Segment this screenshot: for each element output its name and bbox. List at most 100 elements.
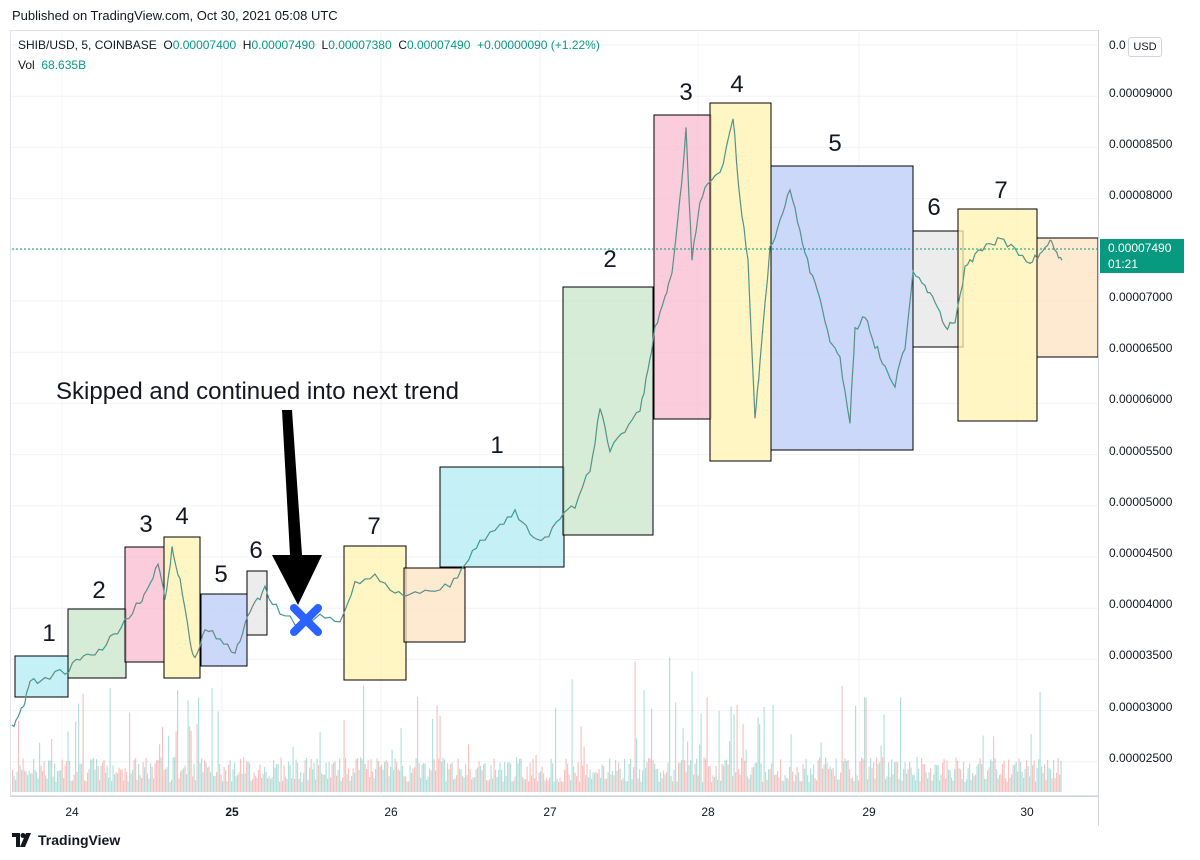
volume-bar: [921, 758, 923, 792]
volume-bar: [1050, 769, 1052, 792]
volume-bar: [891, 759, 893, 792]
volume-bar: [499, 762, 501, 792]
time-axis[interactable]: 24 25 26 27 28 29 30: [10, 796, 1098, 827]
volume-bar: [102, 762, 104, 792]
volume-bar: [240, 758, 242, 792]
chart-pane[interactable]: [10, 30, 1098, 796]
volume-bar: [997, 778, 999, 792]
volume-bar: [711, 781, 713, 792]
volume-bar: [883, 714, 885, 792]
volume-bar: [684, 760, 686, 792]
volume-bar: [651, 708, 653, 792]
volume-bar: [361, 759, 363, 792]
volume-bar: [1030, 734, 1032, 792]
time-label: 28: [701, 805, 715, 819]
symbol-legend[interactable]: SHIB/USD, 5, COINBASE O0.00007400 H0.000…: [18, 38, 600, 52]
volume-bar: [241, 774, 243, 792]
volume-bar: [697, 775, 699, 792]
volume-bar: [853, 780, 855, 792]
volume-bar: [162, 726, 164, 792]
volume-bar: [390, 766, 392, 792]
volume-bar: [505, 775, 507, 792]
volume-bar: [798, 772, 800, 792]
volume-bar: [943, 759, 945, 792]
volume-bar: [607, 772, 609, 792]
volume-bar: [616, 770, 618, 792]
volume-bar: [103, 759, 105, 792]
price-label: 0.00003500: [1109, 648, 1173, 662]
volume-bar: [537, 781, 539, 792]
currency-button[interactable]: USD: [1128, 37, 1162, 57]
volume-bar: [760, 763, 762, 792]
volume-bar: [171, 779, 173, 792]
volume-bar: [834, 775, 836, 792]
footer-brand[interactable]: TradingView: [12, 832, 120, 848]
volume-bar: [97, 766, 99, 792]
volume-bar: [184, 765, 186, 792]
volume-bar: [796, 767, 798, 792]
volume-bar: [504, 762, 506, 792]
volume-bar: [289, 765, 291, 792]
volume-bar: [540, 771, 542, 792]
volume-bar: [333, 762, 335, 792]
volume-legend[interactable]: Vol 68.635B: [18, 58, 86, 72]
volume-bar: [1018, 758, 1020, 792]
volume-bar: [772, 705, 774, 792]
volume-bar: [379, 766, 381, 792]
volume-bar: [106, 765, 108, 792]
volume-bar: [603, 765, 605, 792]
volume-bar: [867, 779, 869, 792]
volume-bar: [232, 769, 234, 792]
volume-bar: [28, 770, 30, 792]
wave-box: [957, 208, 1038, 422]
volume-bar: [580, 726, 582, 792]
volume-bar: [406, 781, 408, 792]
volume-bar: [757, 717, 759, 792]
volume-bar: [1054, 777, 1056, 792]
volume-bar: [399, 770, 401, 792]
volume-bar: [846, 761, 848, 792]
volume-bar: [343, 719, 345, 792]
volume-bar: [1021, 771, 1023, 792]
volume-bar: [901, 780, 903, 792]
volume-bar: [207, 767, 209, 792]
volume-bar: [966, 779, 968, 792]
volume-bar: [646, 762, 648, 792]
volume-bar: [297, 762, 299, 792]
volume-bar: [726, 759, 728, 792]
volume-bar: [985, 779, 987, 792]
time-label: 29: [862, 805, 876, 819]
volume-bar: [388, 776, 390, 792]
volume-bar: [42, 771, 44, 792]
volume-bar: [669, 657, 671, 792]
volume-bar: [838, 779, 840, 792]
volume-bar: [366, 768, 368, 792]
volume-bar: [531, 775, 533, 792]
volume-bar: [54, 763, 56, 792]
volume-bar: [1047, 759, 1049, 792]
volume-bar: [468, 744, 470, 792]
volume-bar: [666, 772, 668, 792]
open-label: O: [163, 38, 173, 52]
price-axis[interactable]: 0.0 0.00009000 0.00008500 0.00008000 0.0…: [1098, 30, 1200, 826]
volume-bar: [216, 772, 218, 792]
volume-bar: [735, 772, 737, 792]
volume-bar: [924, 764, 926, 792]
volume-bar: [570, 780, 572, 792]
change-value: +0.00000090 (+1.22%): [477, 38, 600, 52]
volume-bar: [411, 772, 413, 792]
volume-bar: [67, 731, 69, 792]
volume-bar: [732, 775, 734, 792]
volume-bar: [363, 685, 365, 792]
volume-bar: [715, 765, 717, 792]
volume-bar: [153, 778, 155, 792]
volume-bar: [112, 765, 114, 792]
volume-bar: [549, 777, 551, 792]
volume-bar: [808, 781, 810, 792]
volume-bar: [852, 777, 854, 792]
time-label: 24: [65, 805, 79, 819]
volume-bar: [858, 780, 860, 792]
volume-bar: [619, 768, 621, 792]
